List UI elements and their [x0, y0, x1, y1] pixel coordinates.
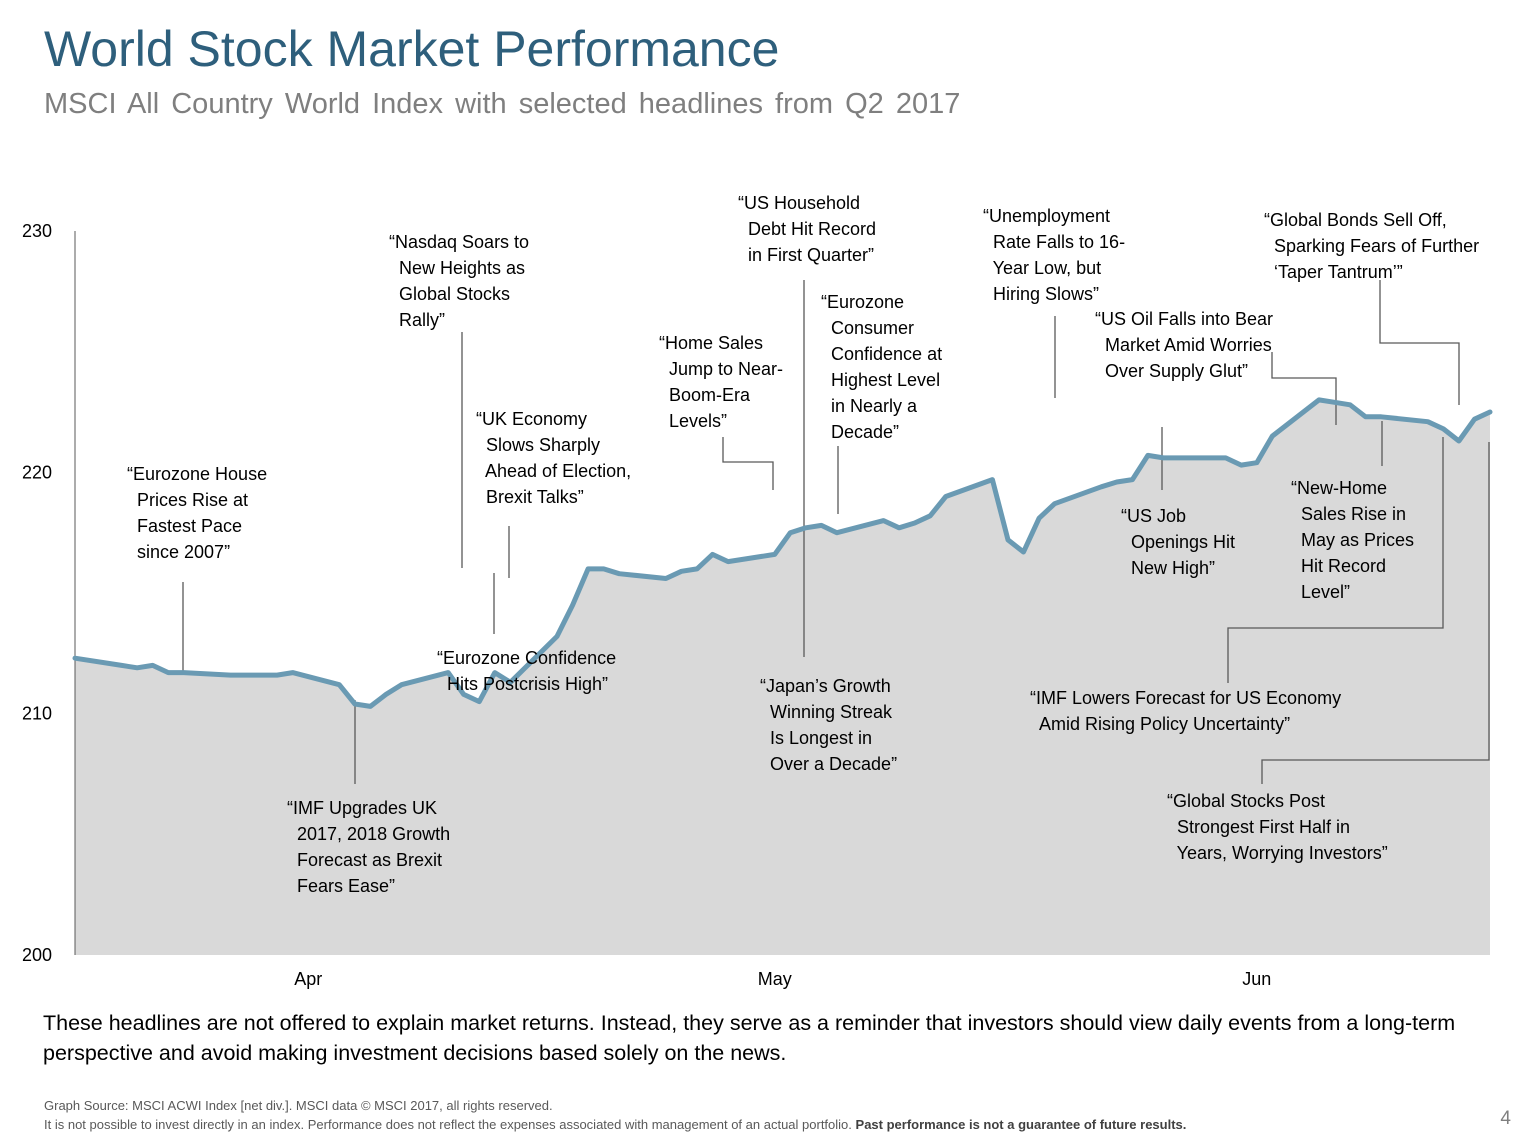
headline-annotation: “UK Economy Slows Sharply Ahead of Elect… [476, 409, 631, 507]
series-line [72, 397, 1493, 709]
headline-annotation: “US Household Debt Hit Record in First Q… [738, 193, 876, 265]
page-number: 4 [1500, 1108, 1511, 1129]
source-line-2: It is not possible to invest directly in… [44, 1115, 1186, 1134]
headline-annotation: “US Job Openings Hit New High” [1121, 506, 1235, 578]
headline-annotation: “Global Stocks Post Strongest First Half… [1167, 791, 1388, 863]
msci-acwi-chart: 200 210 220 230 Apr May Jun “Eurozone House Pri… [22, 193, 1493, 989]
y-tick-label: 220 [22, 462, 52, 482]
headline-annotation: “Japan’s Growth Winning Streak Is Longes… [760, 676, 897, 774]
x-tick-label: May [758, 969, 792, 989]
annotation-leader-line [722, 437, 774, 490]
series-area-fill [75, 399, 1490, 955]
headline-annotation: “New-Home Sales Rise in May as Prices Hi… [1291, 478, 1414, 602]
past-performance-disclaimer: Past performance is not a guarantee of f… [855, 1117, 1187, 1132]
annotation-leader-line [1261, 442, 1490, 784]
x-tick-label: Jun [1242, 969, 1271, 989]
headline-annotation: “Nasdaq Soars to New Heights as Global S… [389, 232, 529, 330]
headline-annotation: “Eurozone Consumer Confidence at Highest… [821, 292, 942, 442]
headline-annotation: “IMF Lowers Forecast for US Economy Amid… [1030, 688, 1341, 734]
disclaimer-text: It is not possible to invest directly in… [44, 1117, 852, 1132]
source-line-1: Graph Source: MSCI ACWI Index [net div.]… [44, 1098, 553, 1113]
page-title: World Stock Market Performance [44, 21, 780, 77]
headline-annotation: “Eurozone House Prices Rise at Fastest P… [127, 464, 267, 562]
headline-annotation: “Eurozone Confidence Hits Postcrisis Hig… [437, 648, 616, 694]
headline-annotation: “IMF Upgrades UK 2017, 2018 Growth Forec… [287, 798, 450, 896]
headline-annotation: “Global Bonds Sell Off, Sparking Fears o… [1264, 210, 1479, 282]
y-tick-label: 210 [22, 704, 52, 724]
footnote-text: These headlines are not offered to expla… [43, 1011, 1456, 1065]
source-notes: Graph Source: MSCI ACWI Index [net div.]… [44, 1096, 1186, 1134]
x-tick-label: Apr [294, 969, 322, 989]
headline-annotation: “US Oil Falls into Bear Market Amid Worr… [1095, 309, 1273, 381]
headline-annotation: “Unemployment Rate Falls to 16- Year Low… [983, 206, 1125, 304]
annotation-leader-line [1227, 437, 1444, 683]
page-subtitle: MSCI All Country World Index with select… [44, 88, 961, 120]
headline-annotation: “Home Sales Jump to Near- Boom-Era Level… [659, 333, 783, 431]
y-tick-label: 230 [22, 221, 52, 241]
y-tick-label: 200 [22, 945, 52, 965]
annotation-leader-line [1379, 280, 1460, 405]
